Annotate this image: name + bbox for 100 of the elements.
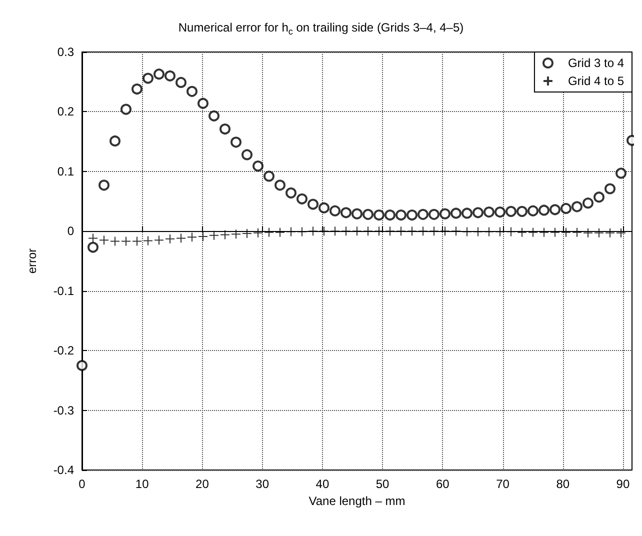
point	[396, 226, 406, 236]
x-tick-label: 30	[256, 477, 270, 491]
point	[120, 104, 132, 115]
point	[352, 226, 362, 236]
x-tick-label: 80	[556, 477, 570, 491]
point	[286, 187, 296, 198]
point	[318, 202, 330, 214]
point	[186, 86, 198, 97]
point	[538, 204, 550, 216]
point	[384, 210, 396, 221]
point	[407, 226, 417, 236]
point	[362, 208, 374, 220]
point	[374, 210, 384, 221]
point	[484, 226, 494, 237]
point	[274, 180, 286, 191]
point	[616, 168, 626, 179]
point	[516, 206, 528, 217]
point	[252, 160, 264, 172]
point	[154, 68, 164, 80]
point	[308, 226, 318, 236]
point	[121, 236, 131, 246]
point	[506, 206, 516, 217]
point	[605, 228, 615, 238]
x-tick-label: 90	[616, 477, 630, 491]
point	[165, 234, 175, 244]
x-tick-label: 40	[316, 477, 330, 491]
y-axis-title: error	[25, 248, 39, 274]
point	[594, 228, 604, 238]
point	[451, 226, 461, 236]
point	[484, 206, 494, 218]
point	[110, 135, 120, 146]
y-tick-label: -0.3	[53, 403, 74, 418]
point	[363, 226, 373, 236]
point	[242, 228, 252, 239]
point	[494, 206, 506, 218]
point	[385, 226, 395, 236]
point	[198, 232, 208, 242]
point	[428, 208, 440, 220]
point	[132, 236, 142, 246]
point	[440, 208, 450, 220]
point	[187, 232, 197, 242]
point	[230, 136, 242, 148]
point	[176, 76, 186, 88]
point	[340, 207, 352, 218]
point	[220, 124, 230, 135]
y-tick-label: 0.3	[57, 45, 74, 59]
y-tick-label: 0	[67, 224, 74, 238]
point	[88, 242, 98, 253]
point	[264, 227, 274, 238]
legend-label: Grid 3 to 4	[568, 56, 624, 70]
point	[220, 230, 230, 240]
point	[440, 226, 450, 236]
point	[297, 226, 307, 237]
point	[88, 233, 98, 244]
point	[242, 149, 252, 160]
point	[253, 228, 263, 238]
point	[472, 207, 484, 218]
y-tick-label: -0.4	[53, 463, 74, 477]
point	[406, 210, 418, 221]
point	[396, 210, 406, 221]
point	[517, 227, 527, 238]
point	[495, 226, 505, 237]
point	[132, 84, 142, 95]
point	[528, 205, 538, 216]
legend-label: Grid 4 to 5	[568, 74, 624, 88]
point	[352, 208, 362, 220]
point	[164, 70, 176, 82]
point	[572, 201, 582, 212]
x-axis-title: Vane length – mm	[308, 494, 406, 508]
point	[341, 226, 351, 236]
point	[550, 227, 560, 238]
point	[506, 226, 516, 237]
y-tick-label: 0.2	[57, 104, 74, 119]
point	[594, 192, 604, 203]
point	[582, 198, 594, 209]
point	[330, 205, 340, 216]
point	[616, 228, 626, 238]
point	[462, 226, 472, 237]
point	[374, 226, 384, 236]
point	[98, 180, 110, 191]
point	[528, 227, 538, 238]
point	[142, 72, 154, 84]
point	[550, 204, 560, 216]
point	[429, 226, 439, 236]
point	[418, 208, 428, 220]
point	[154, 235, 164, 246]
point	[176, 233, 186, 244]
x-tick-label: 60	[436, 477, 450, 491]
point	[264, 170, 274, 182]
point	[319, 226, 329, 236]
point	[209, 230, 219, 240]
x-tick-label: 50	[376, 477, 390, 491]
point	[572, 227, 582, 238]
point	[539, 227, 549, 238]
point	[231, 229, 241, 240]
point	[418, 226, 428, 236]
x-tick-label: 20	[196, 477, 210, 491]
point	[561, 227, 571, 238]
point	[308, 198, 318, 210]
point	[275, 227, 285, 238]
